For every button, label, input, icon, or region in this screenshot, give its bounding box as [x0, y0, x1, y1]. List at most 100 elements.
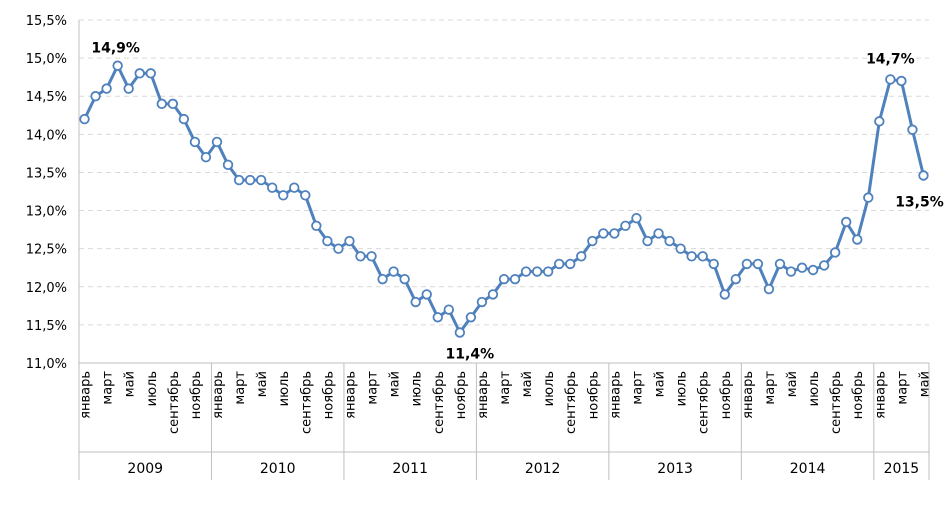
- data-point: [686, 251, 697, 262]
- data-point: [322, 235, 333, 247]
- year-label: 2009: [127, 461, 163, 477]
- data-point: [476, 296, 488, 308]
- data-label: 11,4%: [446, 347, 495, 363]
- series-polyline: [83, 64, 925, 335]
- y-tick-label: 15,0%: [26, 52, 67, 67]
- data-point: [918, 170, 929, 181]
- data-point: [653, 228, 664, 239]
- data-point: [807, 264, 819, 276]
- data-point: [266, 182, 278, 193]
- data-point: [841, 216, 852, 228]
- data-point: [134, 68, 145, 79]
- x-tick-label: март: [498, 371, 513, 405]
- data-point: [278, 190, 289, 201]
- data-point: [432, 312, 443, 323]
- data-point: [255, 174, 267, 186]
- data-point: [730, 273, 742, 285]
- data-point: [553, 258, 565, 270]
- data-point: [598, 228, 609, 239]
- data-point: [487, 289, 499, 300]
- data-point: [863, 192, 874, 203]
- x-tick-label: март: [630, 371, 645, 405]
- data-point: [233, 174, 245, 186]
- x-tick-label: март: [763, 371, 778, 405]
- data-point: [829, 247, 841, 258]
- data-point: [664, 235, 675, 247]
- x-tick-label: ноябрь: [189, 371, 204, 419]
- x-tick-label: март: [101, 371, 116, 405]
- x-tick-label: март: [233, 371, 248, 405]
- x-tick-label: март: [366, 371, 381, 405]
- y-tick-label: 11,0%: [26, 357, 67, 372]
- x-tick-label: сентябрь: [564, 371, 579, 434]
- year-label: 2011: [392, 461, 428, 477]
- data-label: 13,5%: [895, 194, 944, 210]
- data-label: 14,9%: [91, 41, 140, 57]
- data-point: [565, 258, 576, 270]
- data-point: [178, 113, 190, 125]
- x-tick-label: май: [785, 371, 800, 397]
- data-point: [774, 258, 786, 270]
- data-point: [620, 220, 631, 232]
- data-point: [587, 235, 598, 247]
- data-point: [410, 296, 421, 308]
- y-tick-label: 14,0%: [26, 128, 67, 143]
- data-point: [542, 266, 554, 277]
- data-point: [852, 234, 863, 245]
- x-tick-label: январь: [476, 371, 491, 419]
- year-label: 2013: [657, 461, 693, 477]
- data-point: [531, 266, 543, 277]
- x-tick-label: ноябрь: [454, 371, 469, 419]
- x-axis: январь март май июль сентябрь ноябрь январь мар…: [78, 362, 932, 480]
- data-point: [785, 266, 797, 277]
- data-point: [300, 190, 311, 201]
- data-labels: 14,9% 11,4% 14,7% 13,5%: [91, 41, 943, 363]
- data-point: [156, 98, 167, 110]
- x-tick-label: май: [917, 371, 932, 397]
- series-line: [79, 60, 929, 338]
- x-tick-label: ноябрь: [586, 371, 601, 419]
- year-label: 2015: [884, 461, 920, 477]
- data-point: [885, 74, 896, 85]
- x-tick-label: июль: [807, 371, 822, 406]
- y-tick-label: 14,5%: [26, 90, 67, 105]
- data-point: [377, 273, 388, 285]
- year-label: 2012: [525, 461, 561, 477]
- data-point: [399, 273, 410, 285]
- data-point: [366, 251, 377, 262]
- data-point: [576, 251, 587, 262]
- data-point: [465, 312, 477, 323]
- x-tick-label: ноябрь: [719, 371, 734, 419]
- year-label: 2014: [790, 461, 826, 477]
- x-tick-label: ноябрь: [321, 371, 336, 419]
- data-point: [708, 258, 719, 270]
- x-tick-label: июль: [410, 371, 425, 406]
- x-tick-label: сентябрь: [432, 371, 447, 434]
- x-tick-label: май: [123, 371, 138, 397]
- x-tick-label: сентябрь: [299, 371, 314, 434]
- data-point: [719, 289, 730, 300]
- data-point: [355, 251, 366, 262]
- data-point: [631, 212, 642, 224]
- x-tick-label: январь: [873, 371, 888, 419]
- data-point: [211, 136, 223, 148]
- data-point: [752, 258, 764, 270]
- x-tick-label: сентябрь: [167, 371, 182, 434]
- data-point: [167, 98, 179, 110]
- data-point: [697, 251, 708, 262]
- data-point: [145, 68, 156, 79]
- y-tick-label: 12,5%: [26, 243, 67, 258]
- x-tick-label: май: [520, 371, 535, 397]
- grid-lines: [79, 19, 929, 326]
- data-point: [101, 83, 112, 94]
- x-tick-label: январь: [79, 371, 94, 419]
- x-tick-label: июль: [145, 371, 160, 406]
- data-point: [796, 262, 808, 273]
- x-tick-label: июль: [277, 371, 292, 406]
- x-tick-label: май: [388, 371, 403, 397]
- x-tick-label: июль: [542, 371, 557, 406]
- data-point: [200, 151, 212, 163]
- data-point: [675, 243, 686, 254]
- x-tick-label: июль: [675, 371, 690, 406]
